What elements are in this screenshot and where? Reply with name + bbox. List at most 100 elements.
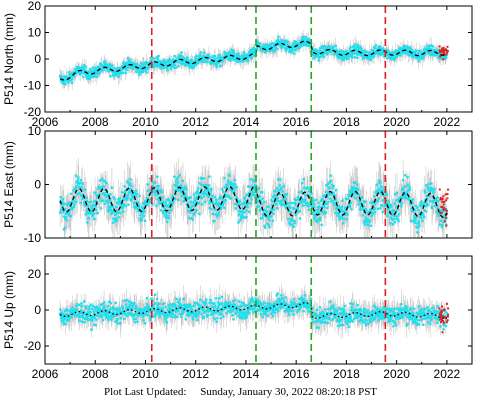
data-point (115, 219, 119, 222)
data-point (422, 213, 425, 217)
data-point (436, 48, 440, 52)
data-point (222, 190, 225, 193)
data-point (106, 304, 110, 308)
data-point (92, 310, 96, 313)
data-point (195, 189, 199, 193)
outlier-point (442, 50, 445, 53)
data-point (381, 210, 384, 214)
data-point (197, 212, 201, 216)
data-point (318, 216, 322, 220)
data-point (101, 318, 105, 322)
data-point (154, 193, 157, 197)
data-points (58, 292, 449, 331)
data-point (319, 46, 322, 50)
data-point (234, 207, 238, 210)
data-point (90, 307, 94, 311)
data-point (277, 199, 280, 203)
outlier-point (443, 200, 446, 203)
data-point (314, 215, 317, 219)
data-point (235, 185, 238, 189)
data-point (322, 55, 326, 59)
data-point (286, 201, 290, 205)
data-point (177, 198, 180, 201)
data-point (402, 186, 406, 189)
data-point (406, 183, 410, 187)
data-point (263, 200, 266, 204)
data-point (391, 223, 395, 226)
data-point (279, 178, 282, 181)
data-point (359, 208, 363, 212)
data-point (135, 62, 139, 66)
data-point (404, 185, 408, 188)
data-point (340, 216, 343, 220)
data-point (164, 214, 167, 217)
data-point (381, 47, 385, 51)
outlier-point (439, 198, 442, 201)
data-point (98, 71, 101, 75)
data-point (336, 214, 340, 218)
data-point (155, 204, 158, 208)
data-point (156, 175, 159, 179)
data-point (192, 64, 196, 68)
data-point (238, 203, 242, 207)
data-point (143, 210, 146, 213)
data-point (438, 223, 442, 226)
data-point (334, 44, 337, 48)
data-point (84, 306, 88, 310)
data-point (153, 315, 156, 319)
outlier-point (445, 199, 448, 202)
data-point (303, 198, 307, 202)
data-point (288, 206, 292, 209)
data-point (323, 44, 327, 48)
data-point (360, 196, 364, 199)
data-point (176, 181, 180, 185)
data-point (342, 58, 346, 62)
data-point (293, 221, 297, 225)
data-point (226, 182, 230, 186)
data-point (113, 213, 117, 217)
data-point (357, 203, 360, 206)
data-point (314, 198, 318, 202)
data-point (321, 198, 325, 202)
data-point (173, 63, 176, 67)
data-point (397, 212, 401, 216)
y-axis-label: P514 North (mm) (2, 13, 16, 105)
data-point (91, 66, 95, 69)
data-point (113, 197, 116, 201)
data-point (120, 190, 124, 194)
data-point (213, 54, 217, 58)
data-point (417, 208, 420, 212)
data-point (134, 304, 138, 308)
data-point (69, 214, 73, 218)
data-point (347, 193, 351, 197)
data-point (334, 188, 338, 192)
data-point (208, 201, 211, 205)
data-point (178, 173, 182, 177)
data-point (426, 44, 429, 48)
data-point (115, 317, 119, 321)
x-tick-label: 2016 (283, 115, 310, 129)
data-point (410, 48, 413, 51)
data-point (351, 56, 354, 59)
data-point (331, 199, 334, 203)
data-point (181, 179, 185, 183)
data-point (106, 201, 110, 205)
data-point (275, 47, 279, 51)
data-point (134, 194, 138, 198)
y-tick-label: 10 (28, 124, 42, 138)
data-point (143, 321, 147, 325)
data-point (380, 204, 384, 208)
data-point (146, 313, 150, 317)
data-point (346, 213, 349, 217)
data-point (353, 192, 357, 195)
data-point (115, 306, 118, 310)
data-point (392, 209, 395, 212)
data-point (83, 320, 86, 324)
data-point (355, 48, 358, 52)
data-point (342, 50, 345, 54)
data-point (294, 48, 298, 51)
data-point (326, 206, 329, 210)
data-point (162, 211, 165, 215)
data-point (70, 315, 73, 319)
data-point (272, 194, 276, 197)
